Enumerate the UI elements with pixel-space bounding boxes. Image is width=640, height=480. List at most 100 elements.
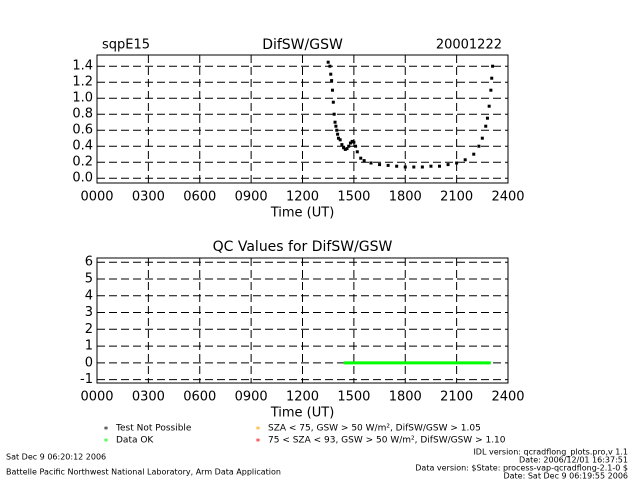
y-tick-label: 6 <box>85 255 93 270</box>
y-tick-label: 5 <box>85 271 93 286</box>
y-tick-label: 3 <box>85 305 93 320</box>
legend-marker: * <box>256 438 261 448</box>
y-tick-label: 1.0 <box>72 91 93 106</box>
x-axis-label: Time (UT) <box>270 206 335 221</box>
point <box>472 152 476 156</box>
point <box>480 136 484 140</box>
legend-label: SZA < 75, GSW > 50 W/m², DifSW/GSW > 1.0… <box>268 424 481 434</box>
footer-right: Date: 2006/12/01 16:37:51 <box>519 456 628 465</box>
x-tick-label: 2100 <box>440 390 473 405</box>
point <box>477 144 481 148</box>
x-tick-label: 0600 <box>183 390 216 405</box>
point <box>328 64 332 68</box>
y-tick-label: 2 <box>85 322 93 337</box>
y-tick-label: 0.2 <box>72 155 93 170</box>
point <box>438 164 441 168</box>
plot-frame <box>96 54 509 184</box>
legend-label: Test Not Possible <box>115 424 192 434</box>
point <box>446 163 450 167</box>
point <box>395 164 399 168</box>
y-tick-label: 1.4 <box>72 59 93 74</box>
point <box>378 163 382 167</box>
point <box>362 159 366 163</box>
footer-left: Battelle Pacific Northwest National Labo… <box>6 468 281 477</box>
x-axis-label: Time (UT) <box>270 406 335 421</box>
chart-title: DifSW/GSW <box>262 37 343 53</box>
chart-title: QC Values for DifSW/GSW <box>213 239 393 255</box>
date-label: 20001222 <box>436 38 502 53</box>
x-tick-label: 0900 <box>235 390 268 405</box>
point <box>333 120 337 124</box>
point <box>420 165 424 169</box>
point <box>336 136 340 140</box>
point <box>332 112 336 116</box>
y-tick-label: 0.4 <box>72 139 93 154</box>
site-label: sqpE15 <box>102 38 150 53</box>
point <box>330 79 334 83</box>
point <box>334 124 338 128</box>
point <box>354 144 358 148</box>
footer-right: IDL version: qcradflong_plots.pro,v 1.1 <box>473 448 628 457</box>
point <box>487 104 491 108</box>
point <box>484 124 488 128</box>
point <box>326 60 330 64</box>
y-tick-label: -1 <box>80 372 93 387</box>
x-tick-label: 1500 <box>337 190 370 205</box>
point <box>489 88 493 92</box>
point <box>343 147 347 151</box>
x-tick-label: 2100 <box>440 190 473 205</box>
point <box>490 76 494 80</box>
point <box>359 156 363 160</box>
y-tick-label: 0 <box>85 355 93 370</box>
point <box>329 72 333 76</box>
footer-right: Date: Sat Dec 9 06:19:55 2006 <box>503 472 628 480</box>
point <box>340 143 344 147</box>
x-tick-label: 1200 <box>286 190 319 205</box>
point <box>455 161 459 165</box>
x-tick-label: 0300 <box>132 190 165 205</box>
x-tick-label: 0900 <box>235 190 268 205</box>
x-tick-label: 1800 <box>389 390 422 405</box>
point <box>386 163 390 167</box>
legend-marker: * <box>256 426 261 436</box>
point <box>345 147 349 151</box>
x-tick-label: 0300 <box>132 390 165 405</box>
point <box>335 128 339 132</box>
point <box>348 141 352 145</box>
x-tick-label: 1500 <box>337 390 370 405</box>
x-tick-label: 0600 <box>183 190 216 205</box>
point <box>338 138 342 142</box>
point <box>355 150 359 154</box>
legend-label: 75 < SZA < 93, GSW > 50 W/m², DifSW/GSW … <box>268 436 506 446</box>
point <box>369 161 373 165</box>
x-tick-label: 1800 <box>389 190 422 205</box>
y-tick-label: 1.2 <box>72 75 93 90</box>
point <box>347 144 351 148</box>
legend-marker: * <box>104 438 109 448</box>
x-tick-label: 1200 <box>286 390 319 405</box>
y-tick-label: 0.0 <box>72 171 93 186</box>
point <box>403 165 407 169</box>
point <box>330 88 334 92</box>
y-tick-label: 0.8 <box>72 107 93 122</box>
footer-right: Data version: $State: process-vap-qcradf… <box>415 464 628 473</box>
point <box>336 132 340 136</box>
x-tick-label: 0000 <box>80 190 113 205</box>
x-tick-label: 2400 <box>491 190 524 205</box>
legend-marker: * <box>104 426 109 436</box>
legend-label: Data OK <box>116 436 154 446</box>
point <box>350 139 354 143</box>
point <box>352 140 356 144</box>
x-tick-label: 0000 <box>80 390 113 405</box>
point <box>429 164 433 168</box>
point <box>485 116 489 120</box>
footer-left: Sat Dec 9 06:20:12 2006 <box>6 453 106 462</box>
point <box>491 64 495 68</box>
y-tick-label: 0.6 <box>72 123 93 138</box>
plot-frame <box>96 257 509 384</box>
y-tick-label: 4 <box>85 288 93 303</box>
point <box>331 100 335 104</box>
point <box>463 158 467 162</box>
x-tick-label: 2400 <box>491 390 524 405</box>
